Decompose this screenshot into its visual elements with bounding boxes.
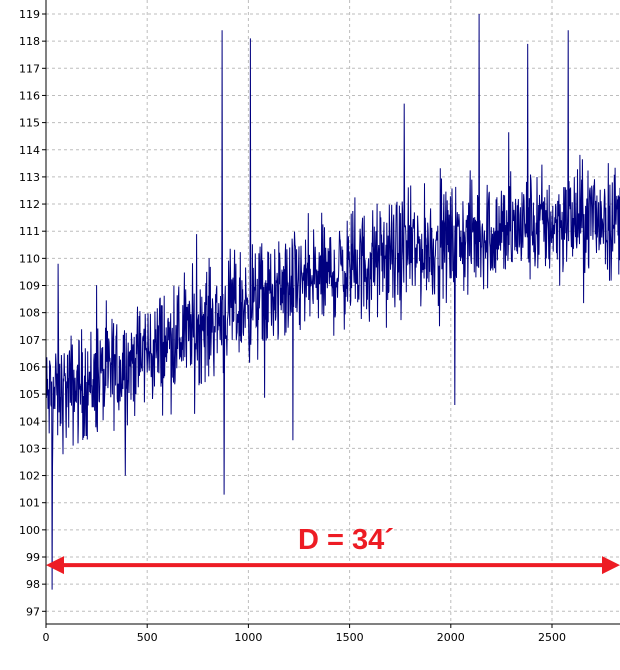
axes: [42, 0, 620, 628]
x-tick-label: 2500: [538, 631, 566, 644]
y-tick-label: 106: [19, 361, 40, 374]
y-tick-label: 119: [19, 8, 40, 21]
y-tick-label: 105: [19, 388, 40, 401]
y-tick-label: 98: [26, 578, 40, 591]
annotation-label: D = 34´: [298, 524, 394, 556]
y-axis-tick-labels: 97 98 99 100 101 102 103 104 105 106 107 108 109 110 1…: [19, 8, 40, 618]
x-tick-label: 500: [137, 631, 158, 644]
y-tick-label: 97: [26, 605, 40, 618]
y-tick-label: 100: [19, 524, 40, 537]
x-tick-label: 1000: [234, 631, 262, 644]
x-tick-label: 0: [43, 631, 50, 644]
arrow-left-head: [46, 556, 64, 575]
y-tick-label: 112: [19, 198, 40, 211]
y-tick-label: 116: [19, 89, 40, 102]
x-tick-label: 2000: [437, 631, 465, 644]
x-axis-tick-labels: 0500100015002000250030003500400045005000…: [43, 631, 567, 644]
y-tick-label: 107: [19, 334, 40, 347]
y-tick-label: 101: [19, 497, 40, 510]
series-line: [45, 13, 620, 590]
y-tick-label: 117: [19, 62, 40, 75]
y-tick-label: 113: [19, 171, 40, 184]
x-tick-label: 1500: [336, 631, 364, 644]
arrow-right-head: [602, 556, 620, 575]
y-tick-label: 110: [19, 252, 40, 265]
y-tick-label: 111: [19, 225, 40, 238]
y-tick-label: 118: [19, 35, 40, 48]
y-tick-label: 108: [19, 307, 40, 320]
y-tick-label: 104: [19, 415, 40, 428]
diameter-annotation: D = 34´: [46, 524, 620, 575]
y-tick-label: 114: [19, 144, 40, 157]
y-tick-label: 109: [19, 280, 40, 293]
y-tick-label: 103: [19, 442, 40, 455]
y-tick-label: 99: [26, 551, 40, 564]
y-tick-label: 102: [19, 470, 40, 483]
y-tick-label: 115: [19, 117, 40, 130]
